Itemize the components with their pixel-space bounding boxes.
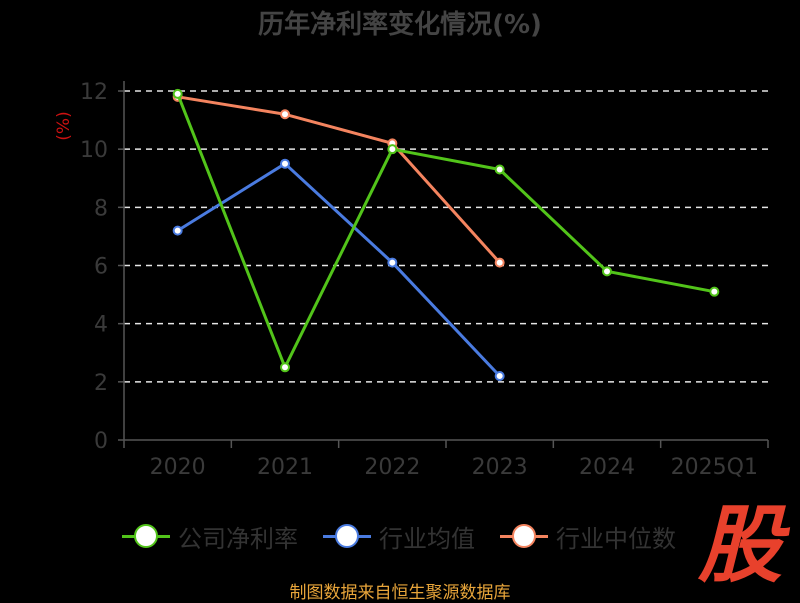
series-line-1 bbox=[176, 162, 501, 378]
data-point-0-3 bbox=[494, 164, 505, 175]
legend-swatch-industry-mean bbox=[323, 516, 371, 556]
data-point-0-2 bbox=[387, 144, 398, 155]
legend-label-company: 公司净利率 bbox=[178, 524, 298, 553]
stock-badge-logo: 股 bbox=[697, 496, 782, 594]
legend-dot-industry-median bbox=[512, 524, 536, 548]
data-point-0-5 bbox=[709, 286, 720, 297]
data-point-1-3 bbox=[494, 371, 505, 382]
x-tick-label: 2024 bbox=[579, 455, 635, 480]
y-tick-label: 2 bbox=[94, 371, 108, 396]
data-point-0-1 bbox=[280, 362, 290, 373]
data-point-0-4 bbox=[602, 266, 612, 277]
data-point-2-3 bbox=[494, 257, 505, 268]
x-tick-label: 2021 bbox=[257, 455, 313, 480]
data-point-1-1 bbox=[280, 158, 290, 169]
data-point-1-2 bbox=[387, 257, 398, 268]
y-tick-label: 0 bbox=[94, 429, 108, 454]
legend-swatch-industry-median bbox=[500, 516, 548, 556]
x-tick-label: 2022 bbox=[364, 455, 420, 480]
legend-item-industry-mean[interactable]: 行业均值 bbox=[323, 516, 475, 556]
data-point-1-0 bbox=[172, 225, 183, 236]
series-line-2 bbox=[177, 95, 501, 264]
legend: 公司净利率 行业均值 行业中位数 bbox=[0, 516, 800, 556]
series-line-0 bbox=[176, 93, 715, 369]
x-tick-label: 2023 bbox=[472, 455, 528, 480]
legend-item-company[interactable]: 公司净利率 bbox=[122, 516, 298, 556]
y-axis-label: (%) bbox=[54, 111, 74, 140]
y-tick-label: 6 bbox=[94, 255, 108, 280]
legend-label-industry-mean: 行业均值 bbox=[379, 524, 475, 553]
y-tick-label: 4 bbox=[94, 313, 108, 338]
x-tick-label: 2020 bbox=[150, 455, 206, 480]
legend-dot-company bbox=[134, 524, 158, 548]
chart-title: 历年净利率变化情况(%) bbox=[258, 10, 542, 40]
y-tick-label: 8 bbox=[94, 196, 108, 221]
data-point-0-0 bbox=[172, 88, 183, 99]
x-tick-label: 2025Q1 bbox=[671, 455, 758, 480]
data-point-2-1 bbox=[280, 109, 290, 120]
legend-label-industry-median: 行业中位数 bbox=[556, 524, 676, 553]
y-tick-label: 10 bbox=[80, 138, 108, 163]
legend-dot-industry-mean bbox=[335, 524, 359, 548]
y-tick-label: 12 bbox=[80, 80, 108, 105]
legend-swatch-company bbox=[122, 516, 170, 556]
data-source-note: 制图数据来自恒生聚源数据库 bbox=[289, 583, 511, 603]
legend-item-industry-median[interactable]: 行业中位数 bbox=[500, 516, 676, 556]
